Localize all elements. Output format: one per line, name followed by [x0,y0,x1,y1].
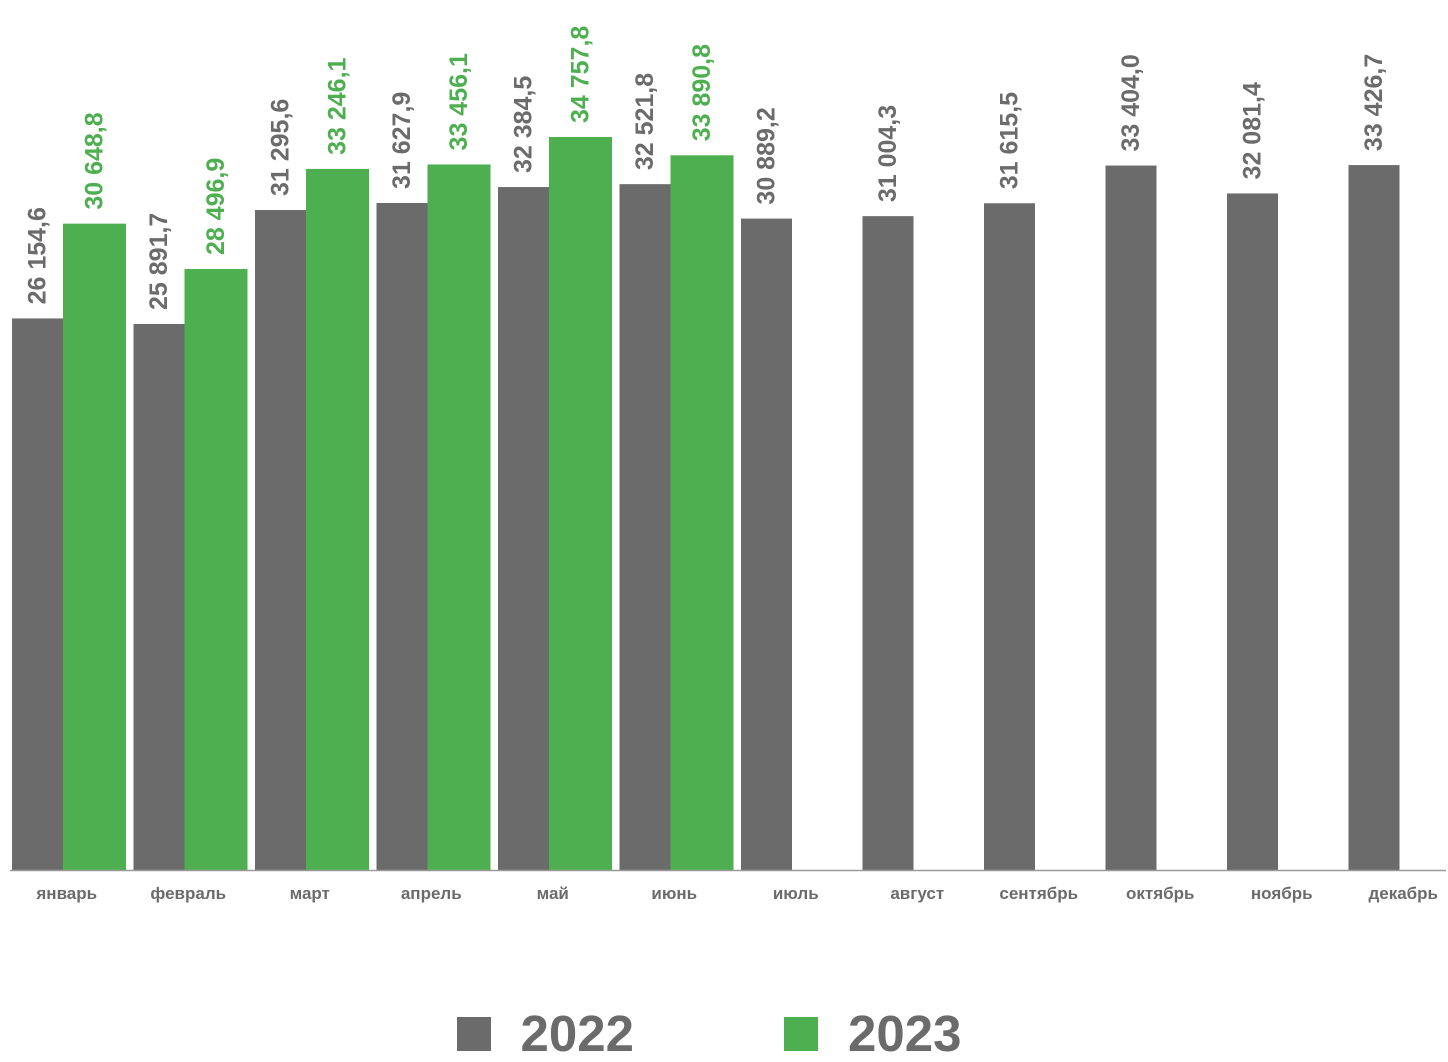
data-label-2023-1: 30 648,8 [81,112,109,209]
bar-group-10: 33 404,0 октябрь [1105,54,1194,903]
bar-2022-8 [862,216,914,870]
bar-2022-1 [12,318,63,870]
data-label-2022-10: 33 404,0 [1117,54,1145,151]
bar-2022-6 [619,184,671,870]
bar-2022-3 [255,210,306,870]
bar-group-8: 31 004,3 август [862,105,944,903]
category-label-7: июль [773,884,819,903]
category-label-12: декабрь [1368,884,1438,903]
data-label-2022-6: 32 521,8 [631,73,659,170]
bar-group-5: 32 384,5 34 757,8 май [498,26,612,903]
category-label-11: ноябрь [1251,884,1313,903]
data-label-2022-2: 25 891,7 [145,213,173,310]
bar-2023-5 [549,137,612,870]
bar-2023-1 [63,223,126,871]
data-label-2022-8: 31 004,3 [874,105,902,202]
legend-label-2023: 2023 [848,1005,962,1062]
bar-2022-10 [1105,165,1157,871]
bar-2022-7 [741,218,792,870]
data-label-2022-3: 31 295,6 [267,99,295,196]
bar-group-1: 26 154,6 30 648,8 январь [12,112,126,903]
category-label-6: июнь [651,884,697,903]
data-label-2022-4: 31 627,9 [388,92,416,189]
bar-2022-11 [1227,193,1278,871]
bar-2022-5 [498,187,549,870]
legend-label-2022: 2022 [520,1005,634,1062]
category-label-2: февраль [150,884,226,903]
data-label-2022-7: 30 889,2 [753,107,781,204]
data-label-2023-5: 34 757,8 [567,26,595,123]
bar-group-2: 25 891,7 28 496,9 февраль [133,158,248,903]
legend-swatch-2023 [784,1016,818,1051]
bar-group-7: 30 889,2 июль [741,107,819,903]
bar-2023-4 [427,164,491,870]
category-label-1: январь [35,884,97,903]
bar-2023-6 [670,155,734,870]
bar-group-11: 32 081,4 ноябрь [1227,82,1313,903]
category-label-10: октябрь [1126,884,1194,903]
category-label-8: август [890,884,944,903]
bar-2022-9 [984,203,1035,870]
category-label-3: март [290,884,330,903]
category-label-4: апрель [401,884,462,903]
data-label-2022-1: 26 154,6 [24,207,52,304]
bar-2023-3 [306,168,369,870]
data-label-2023-4: 33 456,1 [445,53,473,150]
data-label-2023-3: 33 246,1 [324,57,352,154]
category-label-5: май [537,884,569,903]
bar-group-4: 31 627,9 33 456,1 апрель [376,53,491,903]
legend-swatch-2022 [456,1016,491,1051]
chart-legend: 2022 2023 [0,1008,1433,1059]
data-label-2022-9: 31 615,5 [996,92,1024,189]
data-label-2022-12: 33 426,7 [1360,54,1388,151]
data-label-2022-11: 32 081,4 [1239,82,1267,179]
bar-2022-12 [1348,165,1400,870]
data-label-2023-2: 28 496,9 [202,158,230,255]
legend-item-2022: 2022 [456,1005,634,1062]
data-label-2022-5: 32 384,5 [510,76,538,173]
bar-group-3: 31 295,6 33 246,1 март [255,57,369,903]
bar-group-6: 32 521,8 33 890,8 июнь [619,44,734,903]
category-label-9: сентябрь [999,884,1078,903]
data-label-2023-6: 33 890,8 [688,44,716,141]
bar-group-9: 31 615,5 сентябрь [984,92,1078,903]
bar-group-12: 33 426,7 декабрь [1348,54,1438,903]
bar-2022-4 [376,203,428,871]
bar-2022-2 [133,323,185,870]
bar-2023-2 [184,269,248,871]
legend-item-2023: 2023 [784,1008,961,1059]
